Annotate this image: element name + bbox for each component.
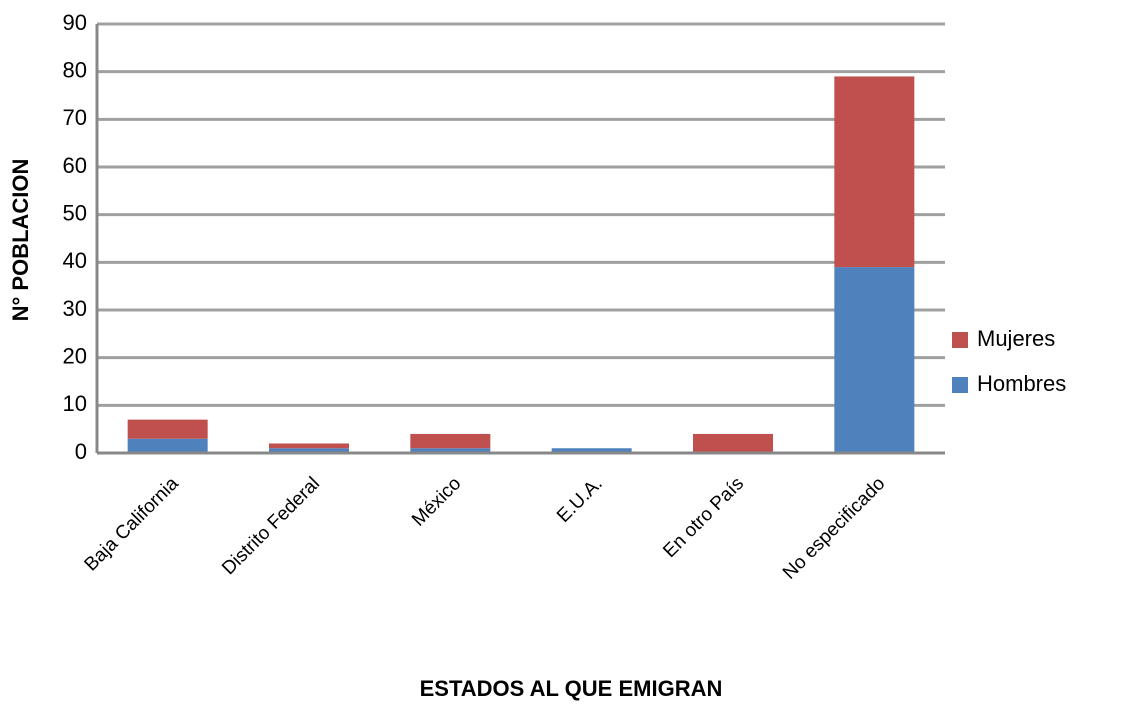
bar-segment <box>269 443 349 449</box>
x-tick-label: México <box>408 473 465 530</box>
y-tick-label: 20 <box>63 343 87 368</box>
bar-segment <box>551 448 632 453</box>
x-tick-label: Baja California <box>81 473 184 576</box>
bar-segment <box>127 419 208 439</box>
legend-swatch <box>952 332 968 348</box>
bar-segment <box>410 433 491 449</box>
bar-segment <box>693 433 773 453</box>
y-tick-label: 60 <box>63 153 87 178</box>
legend-label: Mujeres <box>977 326 1055 351</box>
x-tick-label: Distrito Federal <box>218 473 324 579</box>
y-tick-label: 50 <box>63 200 87 225</box>
x-tick-label: En otro País <box>659 473 748 562</box>
bar-segment <box>127 438 208 453</box>
y-tick-label: 40 <box>63 248 87 273</box>
y-axis-title: N° POBLACION <box>8 159 33 322</box>
y-tick-label: 0 <box>75 439 87 464</box>
bar-segment <box>410 448 491 453</box>
bar-segment <box>834 267 915 453</box>
y-tick-label: 80 <box>63 57 87 82</box>
y-tick-label: 70 <box>63 105 87 130</box>
bar-segment <box>834 76 915 268</box>
y-tick-label: 30 <box>63 296 87 321</box>
x-tick-label: No especificado <box>779 473 889 583</box>
legend-label: Hombres <box>977 371 1066 396</box>
legend-swatch <box>952 377 968 393</box>
y-tick-label: 90 <box>63 10 87 35</box>
y-tick-label: 10 <box>63 391 87 416</box>
x-axis-title: ESTADOS AL QUE EMIGRAN <box>420 676 723 701</box>
x-tick-label: E.U.A. <box>553 473 607 527</box>
bar-segment <box>269 448 349 453</box>
